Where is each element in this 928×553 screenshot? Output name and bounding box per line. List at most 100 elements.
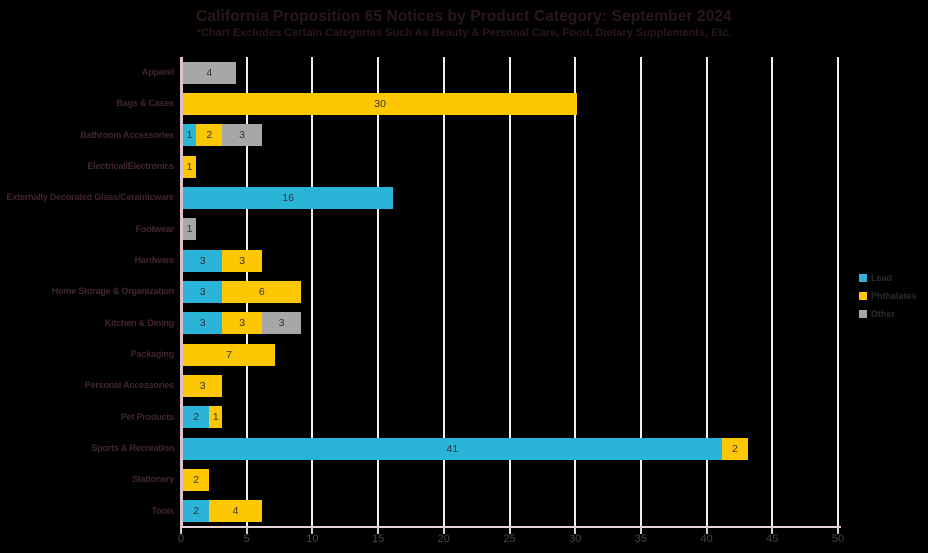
x-tick-mark: [180, 527, 182, 534]
gridline: [574, 57, 577, 527]
bar-value-label: 2: [206, 129, 213, 142]
bar-value-label: 3: [199, 317, 206, 330]
bar-segment-phthalates: 6: [222, 281, 302, 303]
bar-row: 16: [183, 187, 394, 209]
gridline: [377, 57, 380, 527]
y-axis-line: [180, 57, 183, 527]
bar-value-label: 1: [212, 411, 219, 424]
x-tick-label: 0: [177, 533, 185, 545]
bar-value-label: 2: [731, 442, 738, 455]
bar-value-label: 3: [278, 317, 285, 330]
legend-item-lead: Lead: [859, 273, 917, 283]
legend-item-phthalates: Phthalates: [859, 291, 917, 301]
chart-subtitle: *Chart Excludes Certain Categories Such …: [196, 27, 732, 39]
x-tick-label: 30: [569, 533, 582, 545]
category-label: Bathroom Accessories: [80, 129, 174, 140]
category-label: Apparel: [141, 67, 174, 77]
gridline: [311, 57, 314, 527]
x-tick-label: 10: [306, 533, 319, 545]
bar-segment-lead: 2: [183, 500, 210, 523]
category-label: Stationery: [131, 474, 174, 485]
bar-segment-phthalates: 2: [721, 437, 748, 460]
gridline: [639, 57, 642, 527]
category-label: Sports & Recreation: [91, 443, 174, 453]
bar-value-label: 3: [199, 380, 206, 392]
bar-segment-other: 3: [222, 124, 262, 147]
bar-segment-lead: 16: [183, 187, 394, 209]
x-tick-label: 35: [634, 533, 648, 545]
x-tick-mark: [639, 527, 642, 534]
bar-segment-phthalates: 1: [209, 406, 223, 429]
x-tick-mark: [377, 527, 380, 534]
legend: Lead Phthalates Other: [859, 273, 917, 327]
x-tick-label: 40: [700, 533, 713, 545]
category-label: Pet Products: [120, 411, 174, 422]
category-label: Home Storage & Organization: [51, 286, 174, 297]
category-label: Bags & Cases: [116, 98, 174, 109]
bar-value-label: 41: [446, 442, 459, 455]
x-tick-mark: [771, 527, 774, 534]
bar-row: 2: [183, 469, 210, 491]
bar-value-label: 7: [226, 348, 232, 361]
category-label: Personal Accessories: [84, 380, 174, 391]
bar-segment-phthalates: 3: [222, 249, 262, 272]
x-tick-mark: [705, 527, 708, 534]
bar-value-label: 1: [186, 160, 193, 173]
bar-value-label: 3: [239, 317, 246, 330]
category-label: Packaging: [130, 349, 174, 359]
legend-label: Other: [871, 309, 896, 319]
bar-value-label: 2: [193, 505, 200, 518]
bar-row: 3: [183, 375, 223, 397]
bar-value-label: 4: [232, 505, 239, 518]
bar-value-label: 3: [199, 254, 206, 267]
x-tick-mark: [245, 527, 248, 534]
x-tick-mark: [574, 527, 577, 534]
bar-value-label: 1: [186, 129, 193, 142]
bar-value-label: 3: [199, 286, 206, 298]
bar-row: 3 3 3: [183, 312, 302, 335]
bar-row: 41 2: [183, 437, 748, 460]
bar-segment-phthalates: 30: [183, 93, 578, 115]
gridline: [508, 57, 511, 527]
bar-row: 7: [183, 343, 275, 366]
bar-segment-lead: 3: [183, 312, 223, 335]
category-label: Electrical/Electronics: [87, 161, 174, 171]
bar-value-label: 3: [239, 129, 246, 142]
bar-value-label: 2: [193, 474, 200, 486]
legend-swatch-icon: [859, 310, 867, 318]
category-label: Tools: [151, 505, 175, 516]
bar-value-label: 30: [374, 98, 386, 110]
bar-segment-other: 1: [183, 218, 197, 241]
bar-segment-lead: 1: [183, 124, 197, 147]
bar-segment-phthalates: 7: [183, 343, 275, 366]
x-tick-label: 50: [831, 533, 845, 545]
legend-label: Lead: [871, 273, 893, 283]
legend-item-other: Other: [859, 309, 917, 319]
gridline: [771, 57, 774, 527]
gridline: [837, 57, 839, 527]
x-tick-mark: [508, 527, 511, 534]
bar-segment-phthalates: 3: [183, 375, 223, 397]
x-tick-label: 20: [437, 533, 450, 545]
bar-segment-phthalates: 3: [222, 312, 262, 335]
x-tick-mark: [837, 527, 839, 534]
bar-segment-phthalates: 2: [183, 469, 210, 491]
bar-value-label: 3: [239, 254, 246, 267]
bar-value-label: 16: [282, 192, 294, 204]
gridline: [705, 57, 708, 527]
bar-row: 30: [183, 93, 578, 115]
x-tick-label: 15: [371, 533, 385, 545]
legend-label: Phthalates: [871, 291, 917, 301]
x-tick-label: 5: [243, 533, 250, 545]
legend-swatch-icon: [859, 274, 867, 282]
bar-segment-lead: 41: [183, 437, 722, 460]
legend-swatch-icon: [859, 292, 867, 300]
category-label: Hardware: [134, 255, 175, 265]
plot-area: 4 30 1 2 3 1 16 1 3 3 3 6 3 3 3 7 3 2 1 41 2 2 2 4: [180, 57, 841, 528]
bar-segment-phthalates: 2: [196, 124, 223, 147]
bar-value-label: 4: [206, 66, 213, 79]
bar-segment-lead: 3: [183, 249, 223, 272]
